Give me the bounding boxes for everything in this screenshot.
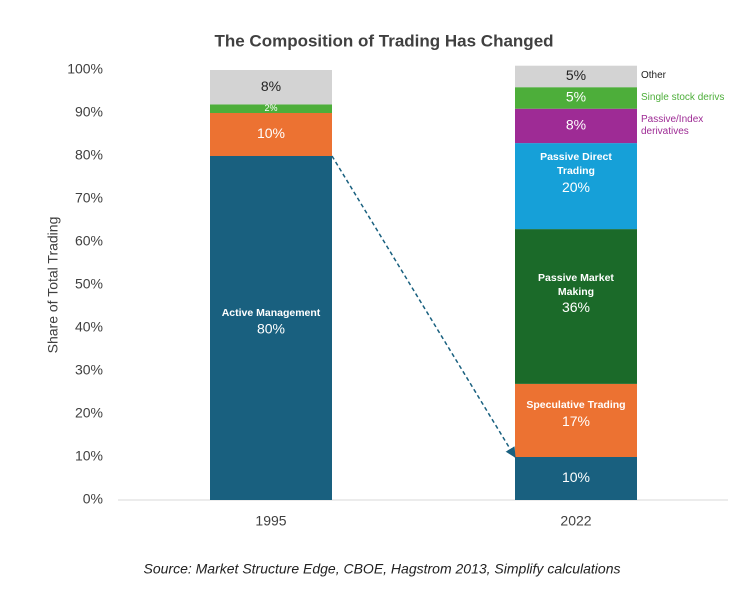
x-tick-label: 1995 <box>255 513 286 529</box>
bar-segment <box>210 104 332 113</box>
bar-segment <box>210 70 332 105</box>
bar-segment <box>515 229 637 384</box>
value-label: 80% <box>257 321 285 337</box>
value-label: 17% <box>562 413 590 429</box>
value-label: 8% <box>261 78 281 94</box>
y-axis-label: Share of Total Trading <box>45 217 61 354</box>
chart-title: The Composition of Trading Has Changed <box>214 31 553 50</box>
bar-segment <box>210 113 332 156</box>
x-tick-label: 2022 <box>560 513 591 529</box>
bar-segment <box>515 108 637 144</box>
segment-name: Other <box>641 70 667 82</box>
segment-name: Speculative Trading <box>526 399 626 412</box>
bar-segment <box>515 457 637 500</box>
y-tick-label: 100% <box>67 61 103 77</box>
value-label: 10% <box>257 125 285 141</box>
y-tick-label: 80% <box>75 147 103 163</box>
value-label: 2% <box>264 103 277 113</box>
y-tick-label: 60% <box>75 233 103 249</box>
bar-segment <box>515 383 637 457</box>
segment-name: Single stock derivs <box>641 91 725 103</box>
segment-name: Passive Market Making <box>538 271 614 298</box>
value-label: 36% <box>562 299 590 315</box>
segment-name: Passive Direct Trading <box>540 151 612 178</box>
value-label: 20% <box>562 179 590 195</box>
segment-name: Passive/Index derivatives <box>641 113 704 137</box>
trend-arrow <box>331 155 516 458</box>
y-tick-label: 20% <box>75 405 103 421</box>
y-tick-label: 40% <box>75 319 103 335</box>
value-label: 5% <box>566 67 586 83</box>
bar-segment <box>515 65 637 88</box>
y-tick-label: 90% <box>75 104 103 120</box>
bar-segment <box>515 87 637 109</box>
y-tick-label: 30% <box>75 362 103 378</box>
y-tick-label: 0% <box>83 491 103 507</box>
bar-segment <box>515 143 637 230</box>
y-tick-label: 10% <box>75 448 103 464</box>
segment-name: Active Management <box>221 307 321 319</box>
bar-segment <box>210 156 332 500</box>
y-tick-label: 70% <box>75 190 103 206</box>
value-label: 8% <box>566 117 586 133</box>
value-label: 5% <box>566 89 586 105</box>
y-tick-label: 50% <box>75 276 103 292</box>
value-label: 10% <box>562 469 590 485</box>
source-note: Source: Market Structure Edge, CBOE, Hag… <box>144 561 621 577</box>
